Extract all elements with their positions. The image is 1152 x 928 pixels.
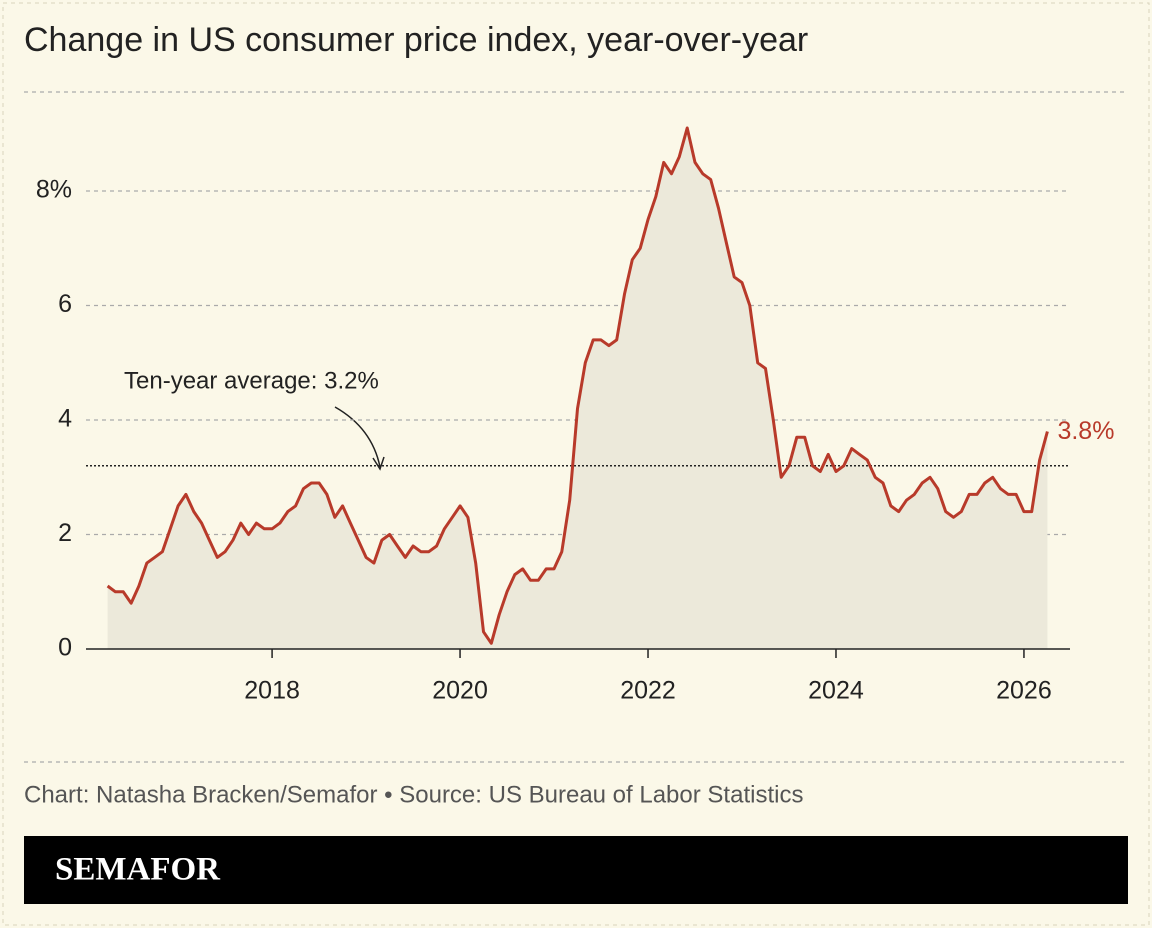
area	[107, 128, 1048, 649]
credit: Chart: Natasha Bracken/Semafor • Source:…	[24, 781, 803, 808]
line	[106, 126, 1049, 645]
y-tick-label: 6	[58, 290, 72, 318]
y-tick-label: 0	[58, 634, 72, 662]
x-tick-label: 2022	[620, 677, 676, 705]
annotation-arrow	[334, 406, 381, 468]
y-tick-label: 2	[58, 519, 72, 547]
brand-bar	[24, 836, 1128, 904]
x-tick-label: 2024	[808, 677, 864, 705]
average-label: Ten-year average: 3.2%	[124, 367, 379, 394]
brand: SEMAFOR	[55, 852, 221, 888]
y-tick-label: 8%	[36, 176, 72, 204]
x-tick-label: 2020	[432, 677, 488, 705]
y-tick-label: 4	[58, 405, 72, 433]
annotation-arrowhead	[372, 456, 385, 471]
chart-title: Change in US consumer price index, year-…	[24, 21, 808, 59]
x-tick-label: 2026	[996, 677, 1052, 705]
x-tick-label: 2018	[244, 677, 300, 705]
end-label: 3.8%	[1057, 417, 1114, 445]
